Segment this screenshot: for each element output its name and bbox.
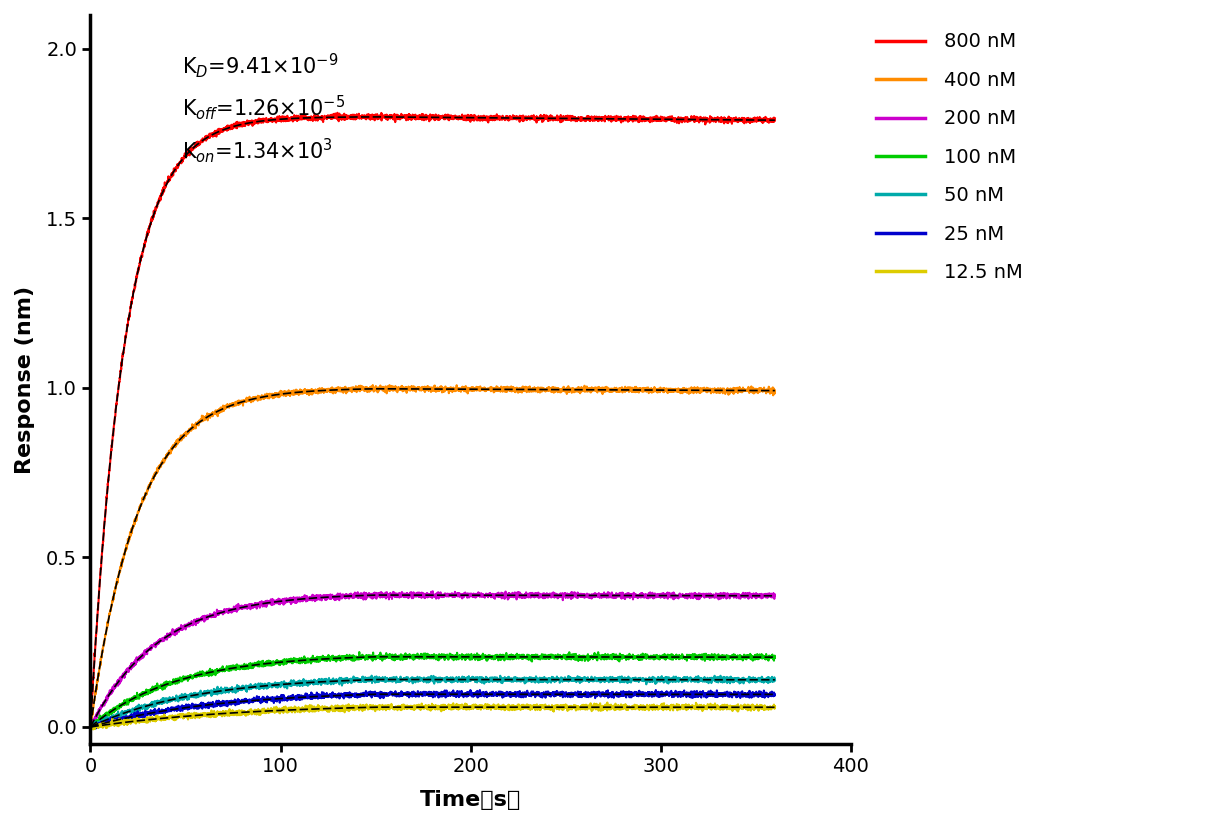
Y-axis label: Response (nm): Response (nm) [15, 285, 35, 474]
Text: K$_{D}$=9.41×10$^{-9}$
K$_{off}$=1.26×10$^{-5}$
K$_{on}$=1.34×10$^{3}$: K$_{D}$=9.41×10$^{-9}$ K$_{off}$=1.26×10… [181, 51, 345, 165]
Legend: 800 nM, 400 nM, 200 nM, 100 nM, 50 nM, 25 nM, 12.5 nM: 800 nM, 400 nM, 200 nM, 100 nM, 50 nM, 2… [868, 25, 1030, 290]
X-axis label: Time（s）: Time（s） [420, 790, 521, 810]
